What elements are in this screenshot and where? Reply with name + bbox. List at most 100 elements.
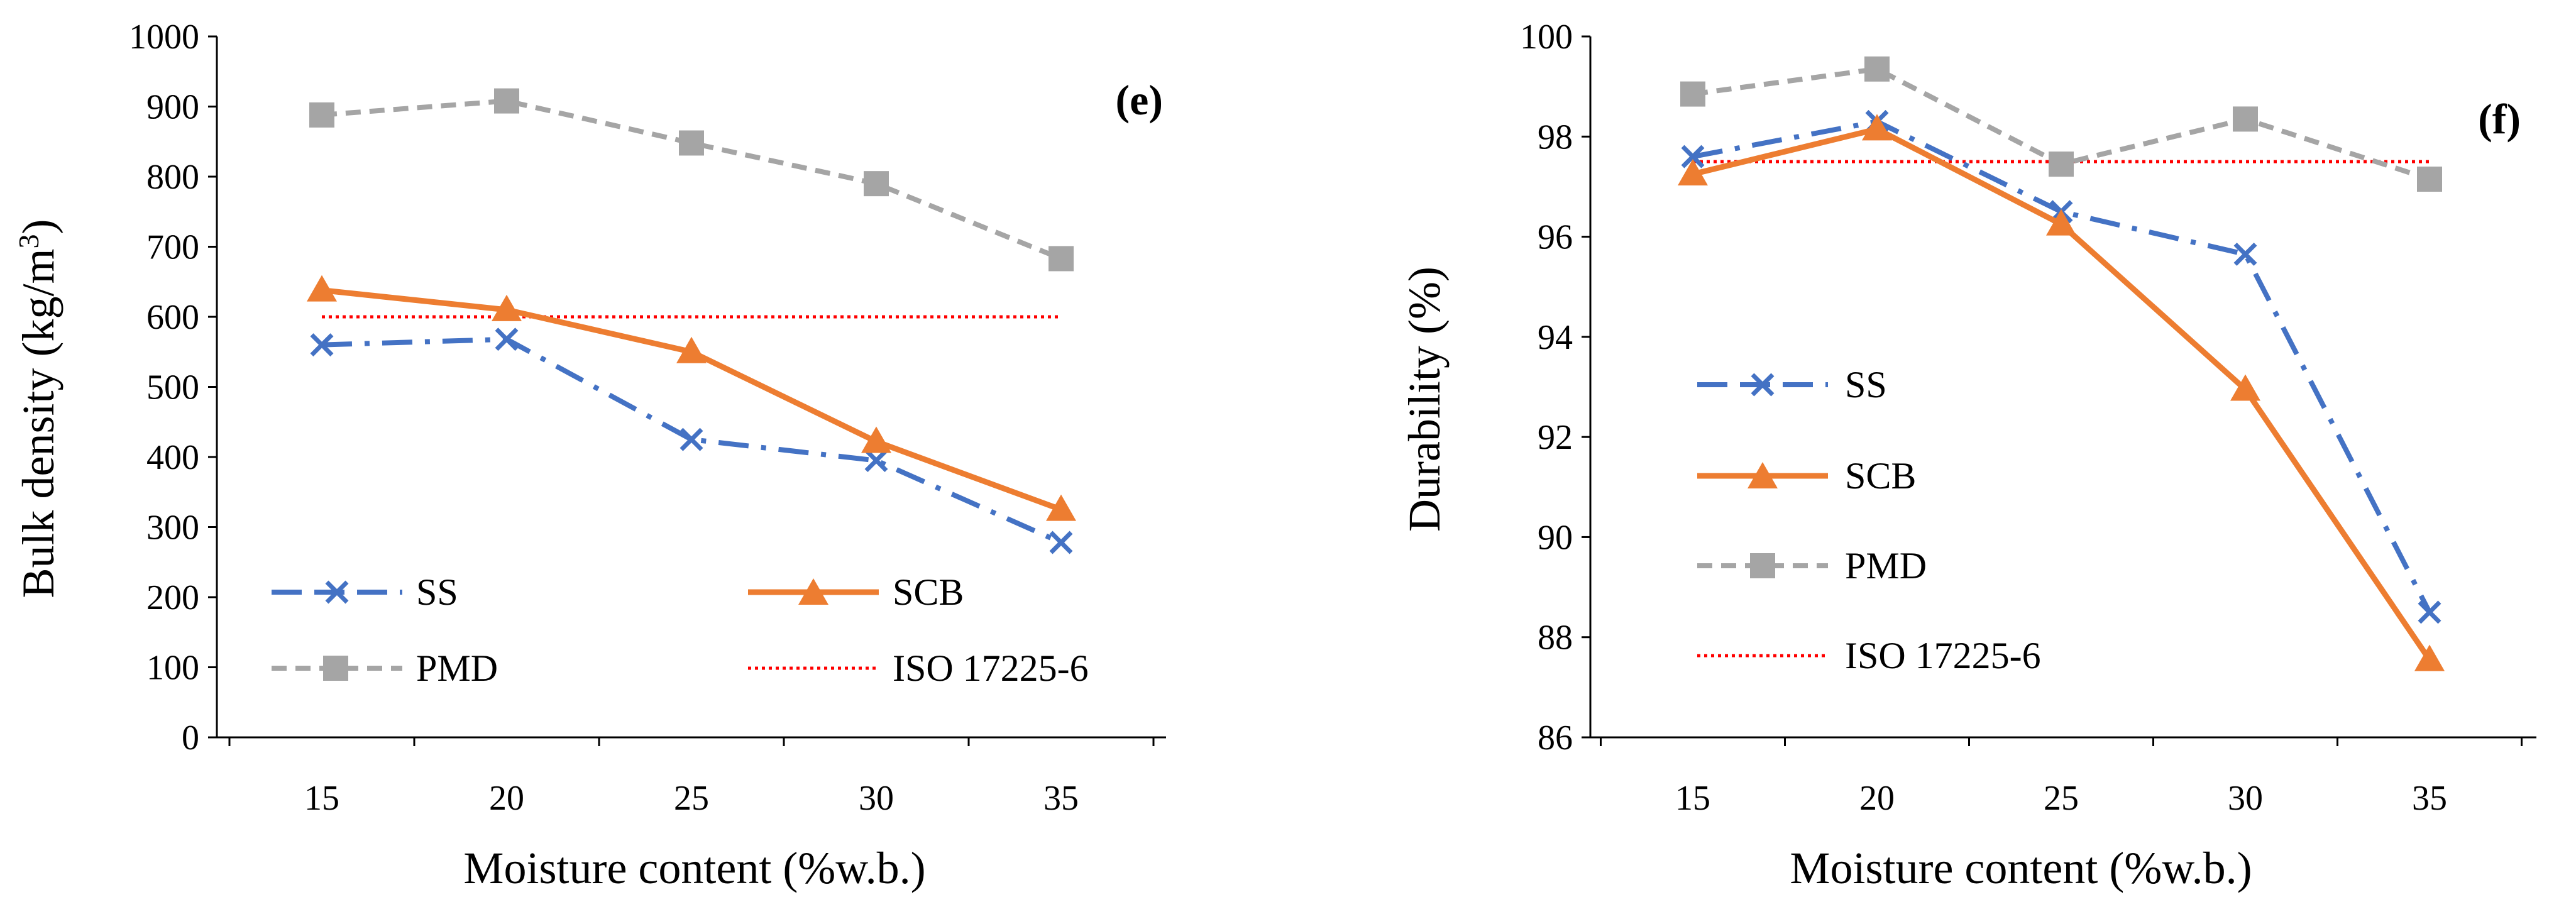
data-point-ss-e — [495, 328, 519, 351]
bulk-density-chart: 0 100 200 300 400 500 600 700 800 900 1000 15 20 25 30… — [13, 18, 1166, 893]
y-tick-label-e: 300 — [146, 509, 199, 548]
legend-item-pmd-e: PMD — [272, 647, 498, 689]
x-tick-label-e: 35 — [1043, 779, 1079, 818]
data-point-pmd-e — [679, 130, 704, 156]
data-point-scb-f — [1862, 114, 1892, 141]
data-point-ss-e — [1049, 531, 1073, 554]
x-tick-label-e: 25 — [674, 779, 709, 818]
panel-label-e: (e) — [1116, 76, 1163, 124]
series-scb-e — [307, 275, 1076, 521]
series-group-e — [307, 88, 1076, 554]
y-axis-title-e: Bulk density (kg/m3) — [13, 219, 63, 598]
data-point-pmd-f — [1680, 81, 1705, 107]
legend-item-pmd-f: PMD — [1697, 545, 1927, 586]
y-tick-label-f: 94 — [1538, 318, 1573, 357]
y-tick-label-e: 400 — [146, 438, 199, 477]
data-point-pmd-f — [2049, 151, 2074, 177]
legend-label-ss-e: SS — [416, 571, 458, 613]
legend-item-ss-f: SS — [1697, 364, 1887, 405]
legend-label-pmd-f: PMD — [1845, 545, 1927, 586]
x-tick-label-f: 20 — [1859, 779, 1895, 818]
data-point-ss-f — [2233, 242, 2257, 266]
x-tick-label-e: 15 — [304, 779, 339, 818]
y-tick-label-e: 500 — [146, 368, 199, 407]
legend-item-ss-e: SS — [272, 571, 458, 613]
x-tick-label-e: 20 — [489, 779, 524, 818]
x-axis-title-f: Moisture content (%w.b.) — [1790, 843, 2252, 893]
x-tick-label-f: 15 — [1675, 779, 1710, 818]
legend-label-scb-e: SCB — [893, 571, 964, 613]
axes-e: 0 100 200 300 400 500 600 700 800 900 1000 15 20 25 30… — [129, 18, 1166, 818]
y-tick-label-f: 98 — [1538, 118, 1573, 157]
data-point-pmd-f — [1864, 56, 1890, 82]
legend-marker-pmd-e — [323, 656, 348, 681]
y-tick-label-f: 86 — [1538, 719, 1573, 757]
data-point-pmd-f — [2417, 166, 2442, 192]
x-tick-label-f: 30 — [2228, 779, 2263, 818]
data-point-scb-e — [492, 294, 522, 321]
data-point-ss-e — [864, 449, 888, 473]
legend-item-iso-e: ISO 17225-6 — [748, 647, 1089, 689]
data-point-scb-f — [2414, 644, 2445, 671]
panel-label-f: (f) — [2478, 95, 2521, 143]
series-group-f — [1678, 56, 2445, 671]
data-point-pmd-e — [864, 171, 889, 197]
legend-item-iso-f: ISO 17225-6 — [1697, 635, 2041, 676]
x-tick-label-f: 25 — [2044, 779, 2079, 818]
data-point-ss-f — [1681, 145, 1705, 168]
legend-marker-ss-e — [325, 580, 349, 604]
data-point-ss-e — [310, 333, 334, 357]
y-tick-label-e: 900 — [146, 88, 199, 127]
legend-e: SS SCB PMD ISO 17225-6 — [272, 571, 1089, 689]
data-point-pmd-f — [2233, 106, 2258, 132]
y-tick-label-f: 88 — [1538, 619, 1573, 658]
data-point-scb-e — [676, 336, 707, 363]
legend-marker-scb-f — [1748, 462, 1778, 488]
legend-label-iso-f: ISO 17225-6 — [1845, 635, 2041, 676]
legend-label-scb-f: SCB — [1845, 455, 1916, 497]
y-tick-label-e: 0 — [182, 719, 199, 757]
series-line-scb-e — [321, 287, 1062, 512]
data-point-scb-e — [861, 426, 891, 453]
data-point-scb-f — [2230, 374, 2260, 401]
legend-item-scb-f: SCB — [1697, 455, 1916, 497]
y-axis-title-f: Durability (%) — [1399, 267, 1450, 532]
series-scb-f — [1678, 114, 2445, 671]
legend-label-pmd-e: PMD — [416, 647, 498, 689]
legend-f: SS SCB PMD ISO 17225-6 — [1697, 364, 2041, 676]
data-point-pmd-e — [309, 102, 334, 128]
x-axis-title-e: Moisture content (%w.b.) — [463, 843, 925, 893]
legend-marker-scb-e — [798, 578, 828, 605]
legend-label-iso-e: ISO 17225-6 — [893, 647, 1089, 689]
x-tick-label-e: 30 — [859, 779, 894, 818]
y-tick-label-f: 90 — [1538, 518, 1573, 557]
x-tick-label-f: 35 — [2412, 779, 2447, 818]
series-pmd-f — [1680, 56, 2442, 192]
durability-chart: 86 88 90 92 94 96 98 100 15 20 25 30 35 Durability (… — [1399, 18, 2536, 893]
legend-label-ss-f: SS — [1845, 364, 1887, 405]
y-tick-label-e: 800 — [146, 158, 199, 197]
data-point-ss-f — [2418, 600, 2441, 624]
y-tick-label-e: 100 — [146, 649, 199, 688]
series-ss-f — [1681, 109, 2441, 624]
data-point-scb-f — [1678, 159, 1708, 186]
data-point-scb-e — [1046, 494, 1076, 521]
data-point-scb-f — [2046, 209, 2076, 236]
series-ss-e — [310, 328, 1073, 554]
legend-marker-ss-f — [1751, 373, 1775, 397]
y-tick-label-e: 200 — [146, 578, 199, 617]
legend-item-scb-e: SCB — [748, 571, 964, 613]
series-line-ss-e — [321, 336, 1062, 545]
y-tick-label-e: 600 — [146, 298, 199, 337]
data-point-pmd-e — [1049, 246, 1074, 272]
series-pmd-e — [309, 88, 1074, 272]
data-point-scb-e — [307, 275, 337, 302]
y-tick-label-f: 100 — [1520, 18, 1573, 57]
y-tick-label-f: 92 — [1538, 418, 1573, 457]
legend-marker-pmd-f — [1750, 553, 1775, 578]
y-tick-label-e: 700 — [146, 228, 199, 267]
series-line-ss-f — [1692, 119, 2432, 614]
series-line-pmd-e — [321, 98, 1062, 262]
y-tick-label-e: 1000 — [129, 18, 199, 57]
